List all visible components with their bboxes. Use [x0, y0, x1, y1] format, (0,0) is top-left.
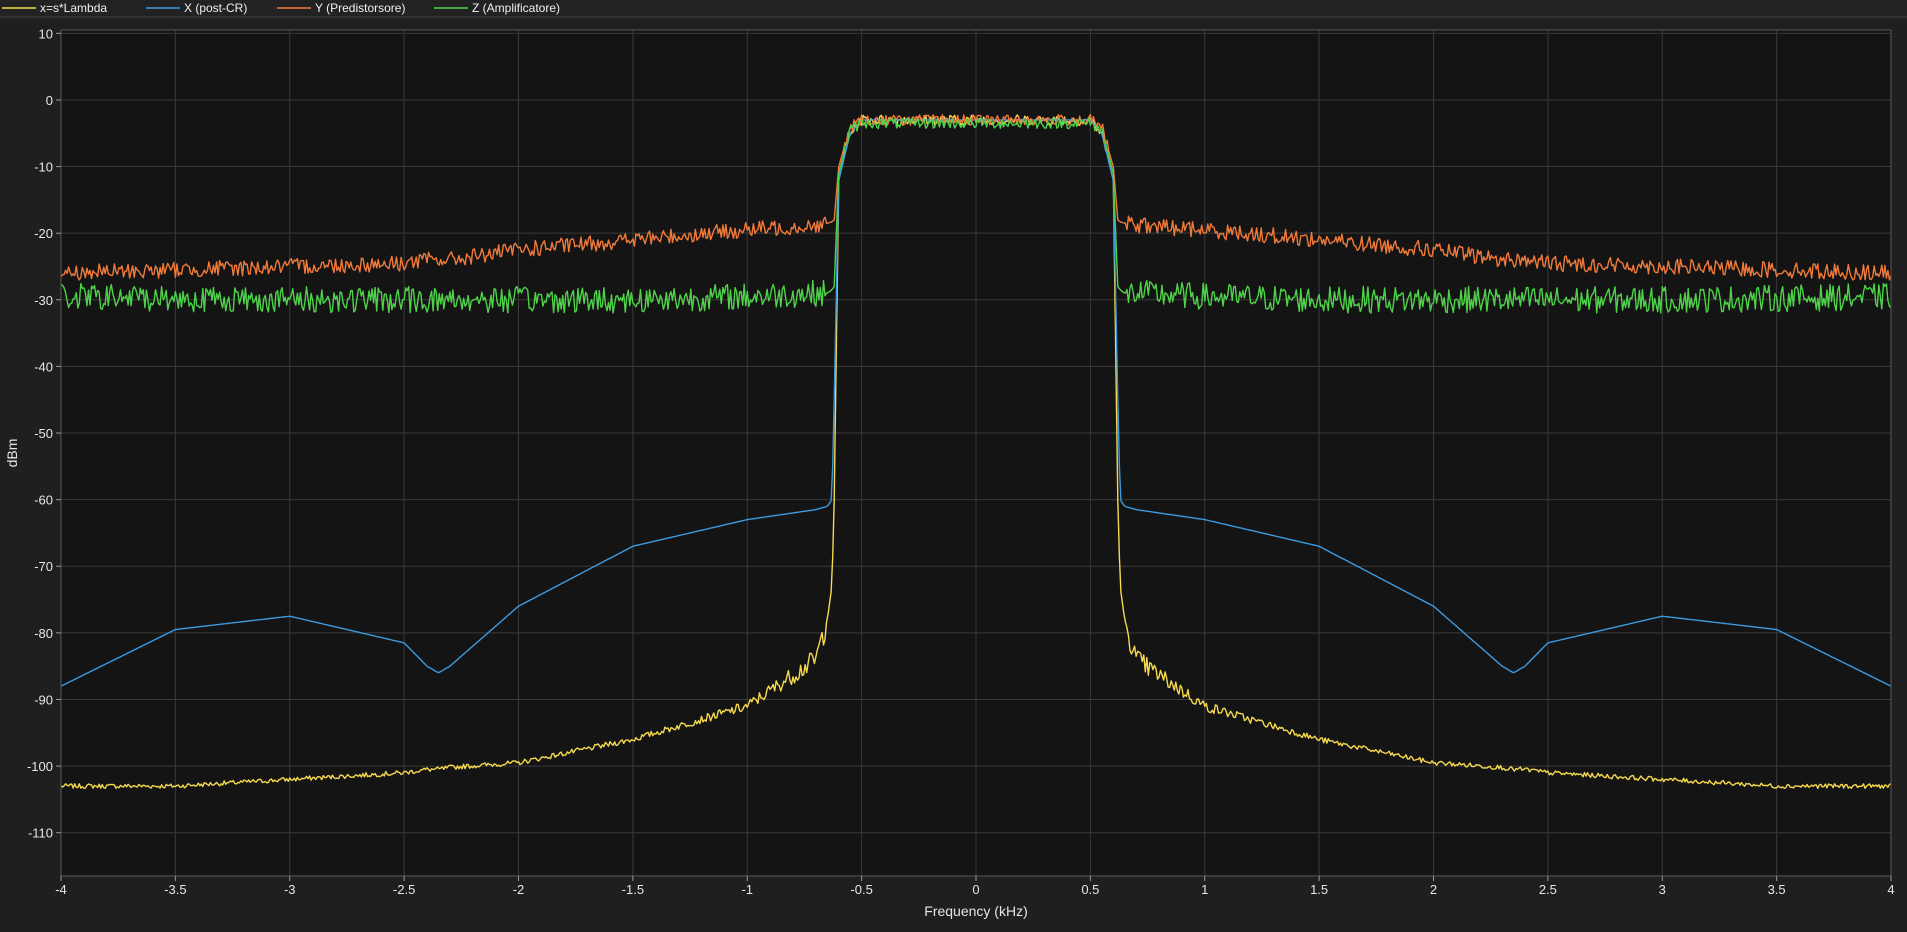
- x-axis-ticks: -4 -3.5 -3 -2.5 -2 -1.5 -1 -0.5 0 0.5 1 1.5 2 2.5 3 3.5…: [55, 876, 1895, 897]
- x-tick-label: 3.5: [1768, 882, 1786, 897]
- series-line-3: [60, 113, 1892, 281]
- y-tick-label: -30: [34, 293, 53, 308]
- y-tick-label: -80: [34, 626, 53, 641]
- y-tick-label: -20: [34, 226, 53, 241]
- series-lines: [60, 113, 1892, 790]
- x-tick-label: -3.5: [164, 882, 186, 897]
- y-axis-label: dBm: [4, 439, 20, 468]
- legend-label[interactable]: x=s*Lambda: [40, 1, 107, 15]
- legend[interactable]: x=s*Lambda X (post-CR) Y (Predistorsore) Z …: [2, 1, 560, 15]
- legend-label[interactable]: X (post-CR): [184, 1, 247, 15]
- x-tick-label: -2.5: [393, 882, 415, 897]
- y-tick-label: -10: [34, 160, 53, 175]
- grid: [60, 30, 1892, 876]
- x-tick-label: 1.5: [1310, 882, 1328, 897]
- y-axis-ticks: 10 0 -10 -20 -30 -40 -50 -60 -70 -80 -90 -100 -110: [27, 26, 61, 841]
- y-tick-label: -50: [34, 426, 53, 441]
- x-tick-label: -1: [741, 882, 753, 897]
- series-line-4: [60, 117, 1892, 314]
- x-tick-label: -2: [513, 882, 525, 897]
- y-tick-label: -40: [34, 359, 53, 374]
- x-tick-label: 0.5: [1081, 882, 1099, 897]
- y-tick-label: -110: [28, 826, 53, 841]
- x-tick-label: -0.5: [850, 882, 872, 897]
- y-tick-label: 0: [46, 93, 53, 108]
- x-tick-label: -1.5: [622, 882, 644, 897]
- x-tick-label: 4: [1887, 882, 1894, 897]
- y-tick-label: -60: [34, 493, 53, 508]
- x-axis-label: Frequency (kHz): [924, 903, 1027, 919]
- legend-background: [0, 0, 1907, 17]
- x-tick-label: 2.5: [1539, 882, 1557, 897]
- x-tick-label: -4: [55, 882, 67, 897]
- y-tick-label: -100: [27, 759, 53, 774]
- y-tick-label: -70: [34, 559, 53, 574]
- x-tick-label: 0: [972, 882, 979, 897]
- legend-label[interactable]: Y (Predistorsore): [315, 1, 405, 15]
- x-tick-label: 3: [1659, 882, 1666, 897]
- x-tick-label: 2: [1430, 882, 1437, 897]
- legend-label[interactable]: Z (Amplificatore): [472, 1, 560, 15]
- y-tick-label: 10: [39, 26, 53, 41]
- x-tick-label: 1: [1201, 882, 1208, 897]
- y-tick-label: -90: [34, 692, 53, 707]
- x-tick-label: -3: [284, 882, 296, 897]
- series-line-1: [60, 114, 1892, 790]
